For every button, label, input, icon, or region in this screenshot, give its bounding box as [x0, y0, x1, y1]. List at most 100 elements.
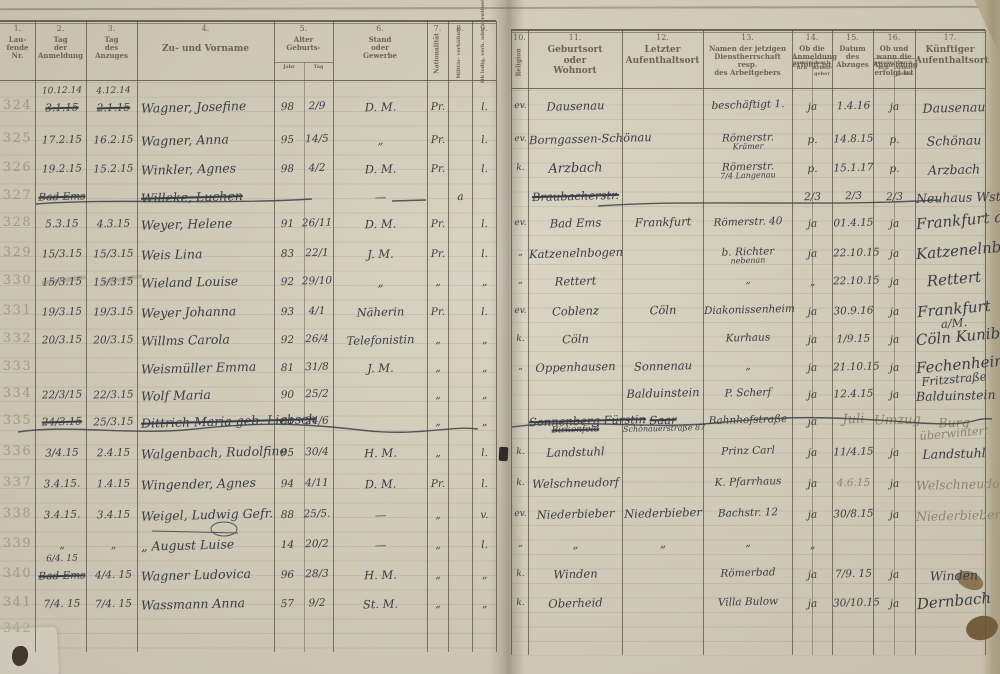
column-number: 4. — [201, 24, 210, 33]
column-header: des Arbeitgebers — [714, 68, 781, 77]
column-number: 10. — [513, 33, 526, 42]
column-header: Künftiger — [925, 45, 975, 55]
grid-vline — [304, 62, 305, 652]
row-number: 339 — [2, 536, 33, 551]
column-number: 8. — [456, 24, 464, 33]
sub-column-header: durch Arbeit- geber — [895, 60, 915, 77]
sub-column-header: Jahr — [283, 64, 295, 70]
ruled-lines-left — [0, 82, 497, 654]
column-header: erfolgt ist — [874, 68, 914, 77]
row-number: 342 — [2, 621, 33, 636]
column-header: Abzuges — [836, 60, 869, 69]
grid-vline — [448, 21, 449, 652]
column-header: Gewerbe — [363, 51, 397, 60]
column-number: 17. — [943, 33, 957, 42]
grid-vline — [137, 21, 138, 652]
grid-hline — [0, 23, 496, 24]
grid-hline — [511, 32, 985, 33]
grid-vline — [333, 21, 334, 652]
gutter-shadow — [490, 0, 524, 674]
column-header: Geburtsort — [547, 45, 603, 55]
grid-hline — [274, 62, 333, 63]
column-number: 1. — [13, 24, 22, 33]
grid-vline — [427, 21, 428, 652]
column-header: Lau- — [8, 35, 27, 44]
column-header: Dienstherrschaft — [714, 52, 781, 61]
grid-vline — [703, 30, 704, 655]
grid-hline — [0, 20, 496, 22]
row-number: 327 — [2, 188, 33, 203]
grid-hline — [511, 88, 985, 89]
column-header: Zu- und Vorname — [161, 44, 250, 54]
row-number: 330 — [2, 273, 33, 288]
grid-vline — [528, 30, 529, 655]
right-page — [512, 0, 1000, 674]
column-number: 9. — [480, 24, 488, 33]
column-header: erfolgt ist — [792, 60, 832, 69]
row-number: 335 — [2, 413, 33, 428]
grid-vline — [873, 30, 874, 655]
row-number: 337 — [2, 475, 33, 490]
sub-column-header: durch Arbeit- geber — [813, 60, 833, 77]
column-number: 3. — [107, 24, 116, 33]
grid-vline — [472, 21, 473, 652]
grid-hline — [511, 29, 985, 31]
grid-vline — [894, 58, 895, 655]
column-header: Tag — [104, 35, 119, 44]
column-header: fende — [6, 43, 29, 52]
row-number: 340 — [2, 566, 33, 581]
grid-vline — [792, 30, 793, 655]
column-header: des — [845, 52, 860, 61]
column-header: der — [53, 43, 68, 52]
column-header: Stand — [368, 35, 392, 44]
column-number: 7. — [433, 24, 442, 33]
column-number: 13. — [741, 33, 754, 42]
column-header: oder — [563, 55, 587, 66]
grid-hline — [792, 58, 832, 59]
grid-vline — [274, 21, 275, 652]
column-header: Datum — [839, 44, 866, 53]
grid-vline — [496, 21, 497, 652]
column-number: 11. — [568, 33, 582, 42]
column-header: Letzter — [644, 45, 681, 55]
sub-column-header: persön- lich — [874, 60, 896, 72]
column-header: Geburts- — [286, 43, 321, 52]
grid-vline — [915, 30, 916, 655]
column-number: 5. — [299, 24, 308, 33]
column-header: resp. — [737, 60, 758, 69]
row-number: 326 — [2, 160, 33, 175]
row-number: 328 — [2, 215, 33, 230]
grid-vline — [985, 30, 986, 655]
row-number: 325 — [2, 131, 33, 146]
row-number: 333 — [2, 359, 33, 374]
column-number: 14. — [805, 33, 819, 42]
ruled-lines-right — [511, 90, 986, 656]
column-header: Anmeldung — [37, 51, 83, 60]
column-header: Wohnort — [553, 66, 597, 76]
column-number: 15. — [846, 33, 859, 42]
column-number: 6. — [376, 24, 384, 33]
column-header: Aufenthaltsort — [625, 55, 700, 66]
column-header: des — [104, 43, 119, 52]
grid-vline — [832, 30, 833, 655]
grid-vline — [812, 58, 813, 655]
column-header: Ob und — [879, 44, 909, 53]
column-number: 2. — [56, 24, 65, 33]
grid-vline — [622, 30, 623, 655]
grid-hline — [0, 80, 496, 81]
column-header: Anzuges — [95, 51, 128, 60]
row-number: 324 — [2, 98, 33, 113]
row-number: 329 — [2, 245, 33, 260]
column-number: 12. — [656, 33, 669, 42]
column-header: Tag — [53, 35, 68, 44]
row-number: 332 — [2, 331, 33, 346]
grid-hline — [873, 58, 915, 59]
column-header: oder — [371, 43, 389, 52]
column-header: Namen der jetzigen — [708, 44, 787, 53]
row-number: 336 — [2, 444, 33, 459]
page-curl — [982, 0, 1000, 674]
column-number: 16. — [887, 33, 901, 42]
row-number: 338 — [2, 506, 33, 521]
